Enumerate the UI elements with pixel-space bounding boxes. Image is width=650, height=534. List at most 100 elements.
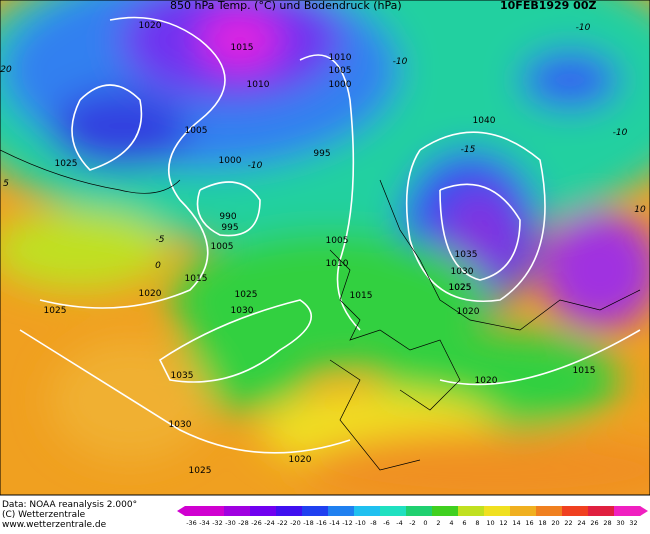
colorbar-swatch bbox=[406, 506, 420, 516]
isobar-label: 1005 bbox=[185, 126, 208, 136]
colorbar-swatch bbox=[263, 506, 277, 516]
colorbar-label: -8 bbox=[370, 519, 376, 527]
isobar-label: 1025 bbox=[55, 159, 78, 169]
temperature-label: -10 bbox=[613, 128, 628, 138]
source: Data: NOAA reanalysis 2.000° bbox=[2, 500, 137, 510]
colorbar-label: 0 bbox=[423, 519, 427, 527]
colorbar-swatch bbox=[224, 506, 238, 516]
colorbar-label: -2 bbox=[409, 519, 415, 527]
colorbar-label: -14 bbox=[329, 519, 340, 527]
temperature-label: -10 bbox=[393, 57, 408, 67]
isobar-label: 990 bbox=[219, 212, 236, 222]
colorbar-swatch bbox=[211, 506, 225, 516]
isobar-label: 1035 bbox=[455, 250, 478, 260]
isobar-label: 1005 bbox=[326, 236, 349, 246]
isobar-label: 1025 bbox=[449, 283, 472, 293]
isobar-label: 1035 bbox=[171, 371, 194, 381]
colorbar-label: 28 bbox=[603, 519, 611, 527]
isobars bbox=[19, 16, 641, 454]
colorbar-swatch bbox=[289, 506, 303, 516]
colorbar-label: -16 bbox=[316, 519, 327, 527]
isobar-label: 1010 bbox=[247, 80, 270, 90]
colorbar-label: -12 bbox=[342, 519, 353, 527]
colorbar-swatch bbox=[302, 506, 316, 516]
colorbar-arrow-right bbox=[640, 506, 648, 516]
colorbar-swatch bbox=[237, 506, 251, 516]
isobar-label: 1020 bbox=[475, 376, 498, 386]
isobar-label: 1015 bbox=[231, 43, 254, 53]
colorbar-label: -24 bbox=[264, 519, 275, 527]
isobar-label: 1020 bbox=[457, 307, 480, 317]
isobar-label: 1025 bbox=[189, 466, 212, 476]
colorbar-label: 4 bbox=[449, 519, 453, 527]
temperature-label: 20 bbox=[0, 65, 12, 75]
colorbar-swatch bbox=[185, 506, 199, 516]
colorbar-label: 16 bbox=[525, 519, 533, 527]
colorbar-swatch bbox=[588, 506, 602, 516]
colorbar-swatch bbox=[523, 506, 537, 516]
isobar-label: 1000 bbox=[219, 156, 242, 166]
isobar-label: 1030 bbox=[451, 267, 474, 277]
colorbar-swatch bbox=[536, 506, 550, 516]
colorbar-arrow-left bbox=[177, 506, 185, 516]
isobar-label: 1025 bbox=[44, 306, 67, 316]
colorbar-swatch bbox=[562, 506, 576, 516]
colorbar-label: 2 bbox=[436, 519, 440, 527]
isobar-label: 1040 bbox=[473, 116, 496, 126]
date: 10FEB1929 00Z bbox=[500, 0, 596, 12]
colorbar-label: -32 bbox=[212, 519, 223, 527]
isobar-label: 1025 bbox=[235, 290, 258, 300]
colorbar-label: -26 bbox=[251, 519, 262, 527]
colorbar-label: -34 bbox=[199, 519, 210, 527]
temperature-label: 10 bbox=[634, 205, 646, 215]
isobar-label: 1020 bbox=[139, 21, 162, 31]
colorbar-label: 12 bbox=[499, 519, 507, 527]
colorbar-label: 30 bbox=[616, 519, 624, 527]
isobar-label: 1005 bbox=[211, 242, 234, 252]
colorbar-swatch bbox=[471, 506, 485, 516]
isobar-label: 1025 bbox=[449, 283, 472, 293]
colorbar-label: 6 bbox=[462, 519, 466, 527]
colorbar-label: -4 bbox=[396, 519, 402, 527]
colorbar-swatch bbox=[432, 506, 446, 516]
colorbar-swatch bbox=[549, 506, 563, 516]
isobar-label: 1015 bbox=[185, 274, 208, 284]
colorbar-swatch bbox=[614, 506, 628, 516]
isobar-label: 1030 bbox=[231, 306, 254, 316]
colorbar-label: 10 bbox=[486, 519, 494, 527]
colorbar-swatch bbox=[627, 506, 641, 516]
colorbar-label: -20 bbox=[290, 519, 301, 527]
isobar-label: 995 bbox=[313, 149, 330, 159]
colorbar-label: 22 bbox=[564, 519, 572, 527]
temperature-field bbox=[0, 0, 650, 495]
colorbar-swatch bbox=[601, 506, 615, 516]
temperature-label: -15 bbox=[461, 145, 476, 155]
colorbar-swatch bbox=[198, 506, 212, 516]
colorbar-swatch bbox=[419, 506, 433, 516]
temperature-label: 0 bbox=[155, 261, 161, 271]
colorbar: -36 -34 -32 -30 -28 -26 -24 -22 -20 -18 -16 -14 -12-… bbox=[177, 506, 648, 527]
colorbar-swatch bbox=[445, 506, 459, 516]
isobar-label: 995 bbox=[221, 223, 238, 233]
colorbar-swatch bbox=[315, 506, 329, 516]
colorbar-label: -10 bbox=[355, 519, 366, 527]
isobar-label: 1015 bbox=[573, 366, 596, 376]
temperature-label: -10 bbox=[248, 161, 263, 171]
colorbar-label: -30 bbox=[225, 519, 236, 527]
colorbar-label: -22 bbox=[277, 519, 288, 527]
colorbar-label: 20 bbox=[551, 519, 559, 527]
isobar-label: 1005 bbox=[329, 66, 352, 76]
colorbar-label: -6 bbox=[383, 519, 389, 527]
colorbar-label: 26 bbox=[590, 519, 598, 527]
colorbar-label: 32 bbox=[629, 519, 637, 527]
colorbar-swatch bbox=[380, 506, 394, 516]
isobar-label: 1010 bbox=[329, 53, 352, 63]
temperature-label: -5 bbox=[156, 235, 165, 245]
url: www.wetterzentrale.de bbox=[2, 520, 107, 530]
colorbar-swatch bbox=[341, 506, 355, 516]
colorbar-swatch bbox=[575, 506, 589, 516]
isobar-label: 1010 bbox=[326, 259, 349, 269]
colorbar-swatch bbox=[250, 506, 264, 516]
colorbar-swatch bbox=[497, 506, 511, 516]
